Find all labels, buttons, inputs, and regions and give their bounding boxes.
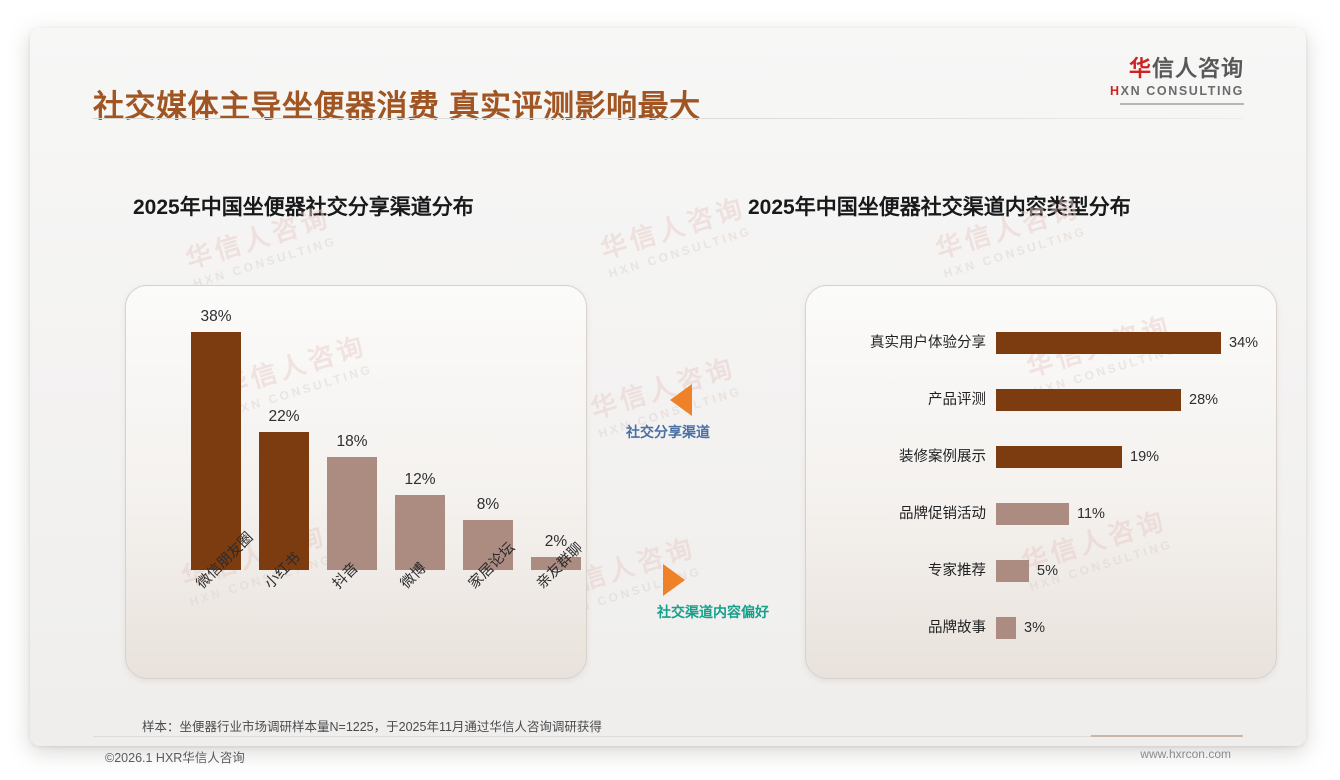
company-logo: 华信人咨询 HXN CONSULTING xyxy=(1110,56,1244,105)
right-chart-title: 2025年中国坐便器社交渠道内容类型分布 xyxy=(748,196,1131,219)
bar-category-label: 装修案例展示 xyxy=(899,449,986,465)
bar-row: 品牌故事 3% xyxy=(806,613,1276,643)
social-share-channel-column-chart: 38% 微信朋友圈 22% 小红书 18% 抖音 12% 微博 8% 家居论坛 2% 亲友群聊 xyxy=(126,286,586,678)
column-value-label: 12% xyxy=(404,471,436,488)
bar-value-label: 28% xyxy=(1189,392,1219,408)
column-bar-group: 38% 微信朋友圈 xyxy=(191,308,256,592)
bar-row: 真实用户体验分享 34% xyxy=(806,328,1276,358)
annotation-label: 社交分享渠道 xyxy=(626,424,710,440)
sample-note: 样本：坐便器行业市场调研样本量N=1225，于2025年11月通过华信人咨询调研… xyxy=(142,720,602,734)
logo-chinese-first-char: 华 xyxy=(1128,56,1152,81)
copyright-text: ©2026.1 HXR华信人咨询 xyxy=(105,751,245,765)
column-value-label: 2% xyxy=(544,533,568,550)
bar-row: 专家推荐 5% xyxy=(806,556,1276,586)
column-value-label: 22% xyxy=(268,408,300,425)
horizontal-bar[interactable] xyxy=(996,617,1016,639)
logo-english-rest: XN CONSULTING xyxy=(1120,83,1244,98)
content-type-bar-chart: 真实用户体验分享 34% 产品评测 28% 装修案例展示 19% 品牌促销活动 11% 专家推荐… xyxy=(806,286,1276,678)
bar-value-label: 19% xyxy=(1130,449,1160,465)
header-divider xyxy=(93,118,1243,119)
bar-row: 装修案例展示 19% xyxy=(806,442,1276,472)
column-bar-group: 2% 亲友群聊 xyxy=(531,533,586,592)
column-bar[interactable] xyxy=(463,520,513,570)
bar-row: 品牌促销活动 11% xyxy=(806,499,1276,529)
logo-chinese-rest: 信人咨询 xyxy=(1151,56,1244,81)
bar-value-label: 34% xyxy=(1229,335,1259,351)
bar-value-label: 11% xyxy=(1077,506,1105,522)
footer-accent-bar xyxy=(1091,735,1243,737)
slide-header: 社交媒体主导坐便器消费 真实评测影响最大 华信人咨询 HXN CONSULTIN… xyxy=(30,28,1306,124)
watermark-line1: 华信人咨询 xyxy=(597,191,750,265)
horizontal-bar[interactable] xyxy=(996,446,1122,468)
column-bar[interactable] xyxy=(191,332,241,570)
bar-value-label: 5% xyxy=(1037,563,1058,579)
column-value-label: 8% xyxy=(476,496,500,513)
watermark-line2: HXN CONSULTING xyxy=(191,233,339,291)
bar-category-label: 品牌故事 xyxy=(928,620,986,636)
left-chart-card: 华信人咨询 HXN CONSULTING 华信人咨询 HXN CONSULTIN… xyxy=(125,285,587,679)
website-text: www.hxrcon.com xyxy=(1140,747,1231,761)
left-triangle-icon xyxy=(670,384,692,416)
horizontal-bar[interactable] xyxy=(996,332,1221,354)
bar-category-label: 品牌促销活动 xyxy=(899,506,986,522)
watermark-line2: HXN CONSULTING xyxy=(606,223,754,281)
slide-canvas: 社交媒体主导坐便器消费 真实评测影响最大 华信人咨询 HXN CONSULTIN… xyxy=(30,28,1306,765)
left-chart-title: 2025年中国坐便器社交分享渠道分布 xyxy=(133,196,474,219)
footer-divider xyxy=(93,736,1243,737)
watermark: 华信人咨询 HXN CONSULTING xyxy=(596,187,755,281)
column-bar-group: 18% 抖音 xyxy=(327,433,377,592)
column-bar[interactable] xyxy=(395,495,445,570)
annotation-content-preference: 社交渠道内容偏好 xyxy=(657,564,769,622)
watermark-line2: HXN CONSULTING xyxy=(941,223,1089,281)
right-triangle-icon xyxy=(663,564,685,596)
column-bar[interactable] xyxy=(259,432,309,570)
logo-underline xyxy=(1120,102,1244,105)
logo-chinese-text: 华信人咨询 xyxy=(1110,56,1244,82)
right-chart-card: 华信人咨询 HXN CONSULTING 华信人咨询 HXN CONSULTIN… xyxy=(805,285,1277,679)
bar-row: 产品评测 28% xyxy=(806,385,1276,415)
bar-category-label: 真实用户体验分享 xyxy=(870,335,986,351)
column-bar[interactable] xyxy=(531,557,581,570)
logo-english-text: HXN CONSULTING xyxy=(1110,84,1244,98)
horizontal-bar[interactable] xyxy=(996,560,1029,582)
bar-category-label: 专家推荐 xyxy=(928,563,986,579)
column-bar-group: 8% 家居论坛 xyxy=(463,496,518,592)
annotation-social-share-channel: 社交分享渠道 xyxy=(626,384,710,442)
horizontal-bar[interactable] xyxy=(996,389,1181,411)
horizontal-bar[interactable] xyxy=(996,503,1069,525)
column-bar-group: 12% 微博 xyxy=(395,471,445,592)
column-value-label: 18% xyxy=(336,433,368,450)
logo-english-first-char: H xyxy=(1110,83,1121,98)
column-value-label: 38% xyxy=(200,308,232,325)
annotation-label: 社交渠道内容偏好 xyxy=(657,604,769,620)
column-bar[interactable] xyxy=(327,457,377,570)
column-bar-group: 22% 小红书 xyxy=(259,408,309,592)
bar-value-label: 3% xyxy=(1024,620,1045,636)
bar-category-label: 产品评测 xyxy=(928,392,986,408)
page-title: 社交媒体主导坐便器消费 真实评测影响最大 xyxy=(93,89,701,124)
